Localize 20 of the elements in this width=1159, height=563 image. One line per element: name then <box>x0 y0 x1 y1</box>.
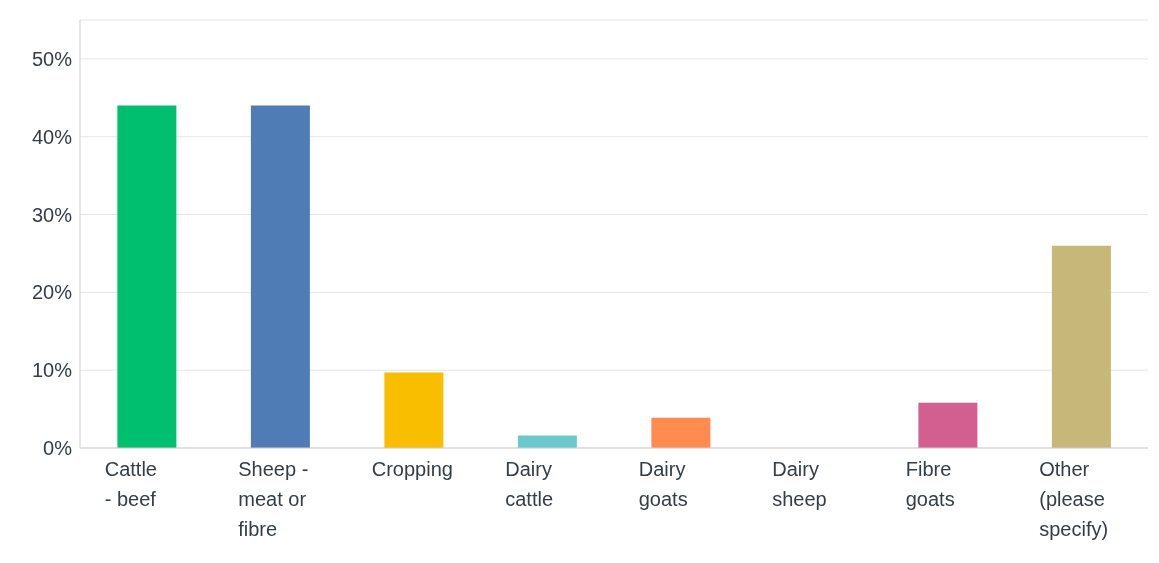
bar <box>918 402 978 448</box>
bar <box>250 105 310 448</box>
bar <box>651 417 711 448</box>
y-tick-label: 50% <box>31 48 73 71</box>
x-tick-label: Dairy goats <box>638 458 688 510</box>
y-tick-label: 10% <box>31 359 73 382</box>
y-tick-label: 30% <box>31 203 73 226</box>
x-tick-label: Fibre goats <box>905 458 955 510</box>
x-tick-label: Other (please specify) <box>1039 458 1109 540</box>
x-tick-label: Dairy sheep <box>772 458 827 510</box>
bar <box>384 372 444 448</box>
y-tick-label: 40% <box>31 125 73 148</box>
y-tick-label: 0% <box>43 437 73 460</box>
y-tick-label: 20% <box>31 281 73 304</box>
x-tick-label: Dairy cattle <box>505 458 554 510</box>
x-tick-label: Cattle - beef <box>104 458 157 510</box>
bar <box>1051 245 1111 448</box>
x-tick-label: Sheep - meat or fibre <box>238 458 309 540</box>
x-tick-label: Cropping <box>371 458 453 480</box>
bar <box>117 105 177 448</box>
